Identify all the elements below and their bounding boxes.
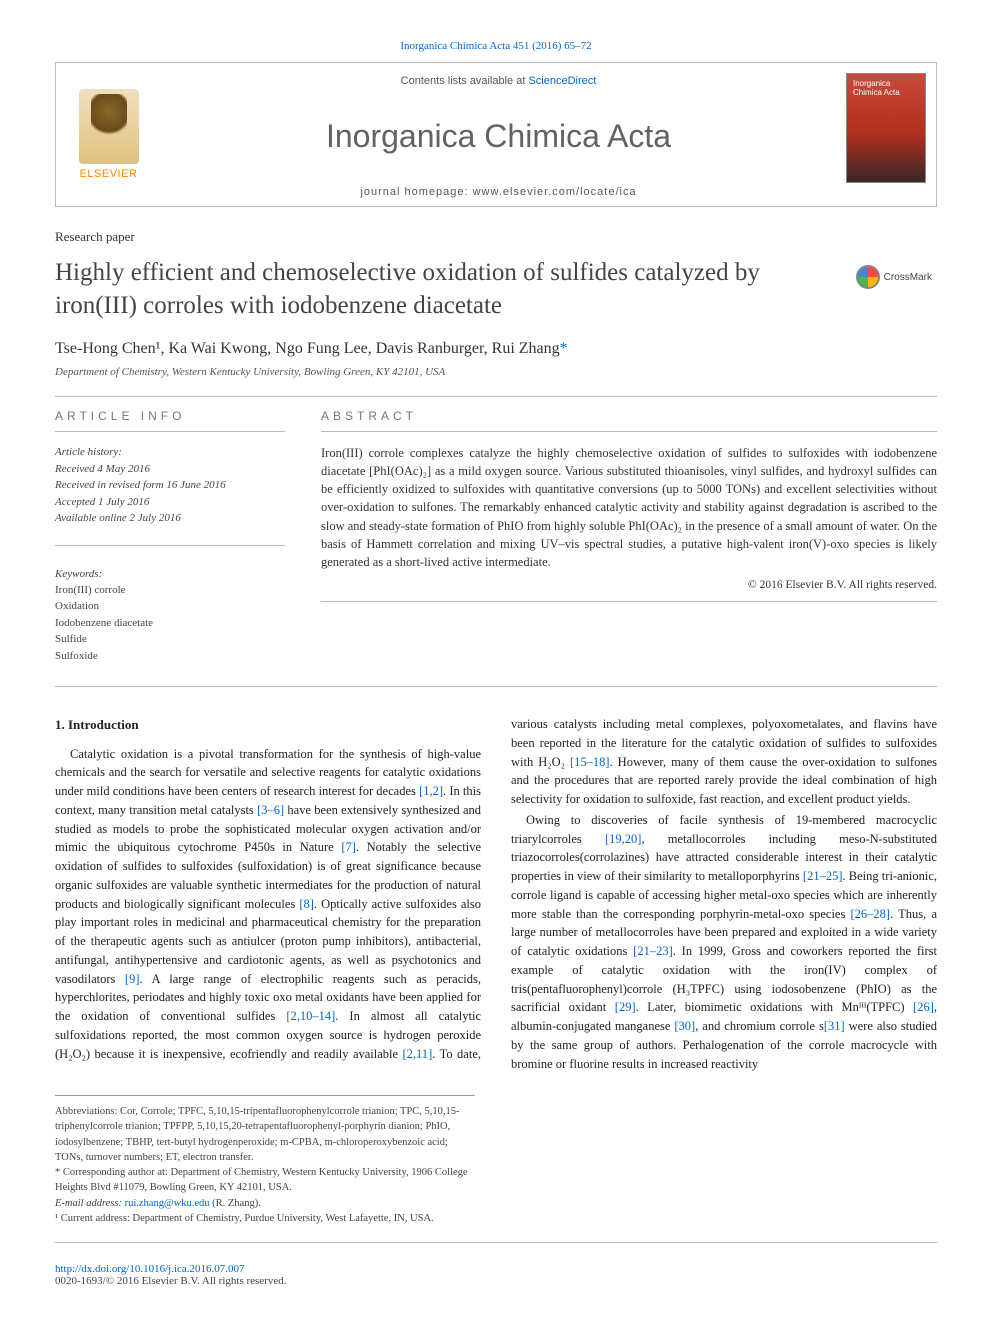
- keyword: Sulfide: [55, 631, 285, 648]
- accepted-date: Accepted 1 July 2016: [55, 494, 285, 511]
- abbreviations-note: Abbreviations: Cor, Corrole; TPFC, 5,10,…: [55, 1104, 475, 1165]
- issn-copyright: 0020-1693/© 2016 Elsevier B.V. All right…: [55, 1275, 287, 1287]
- citation-link[interactable]: [1,2]: [419, 784, 443, 798]
- citation-link[interactable]: [2,10–14]: [286, 1009, 335, 1023]
- citation-link[interactable]: [2,11]: [403, 1047, 433, 1061]
- journal-cover: [836, 63, 936, 206]
- keyword: Iodobenzene diacetate: [55, 615, 285, 632]
- divider: [55, 396, 937, 397]
- keyword: Oxidation: [55, 598, 285, 615]
- journal-citation: Inorganica Chimica Acta 451 (2016) 65–72: [55, 40, 937, 52]
- citation-link[interactable]: [8]: [299, 897, 314, 911]
- body-text: 1. Introduction Catalytic oxidation is a…: [55, 715, 937, 1073]
- body-paragraph: Owing to discoveries of facile synthesis…: [511, 811, 937, 1074]
- citation-link[interactable]: [26–28]: [851, 907, 891, 921]
- citation-link[interactable]: [30]: [674, 1019, 695, 1033]
- page-bottom: http://dx.doi.org/10.1016/j.ica.2016.07.…: [55, 1257, 937, 1287]
- crossmark-icon: [856, 265, 880, 289]
- keyword: Iron(III) corrole: [55, 582, 285, 599]
- corresponding-mark: *: [560, 340, 568, 357]
- online-date: Available online 2 July 2016: [55, 510, 285, 527]
- doi-link[interactable]: http://dx.doi.org/10.1016/j.ica.2016.07.…: [55, 1263, 245, 1275]
- abstract-column: ABSTRACT Iron(III) corrole complexes cat…: [321, 409, 937, 664]
- citation-link[interactable]: [29]: [615, 1000, 636, 1014]
- section-heading: 1. Introduction: [55, 715, 481, 735]
- affiliation: Department of Chemistry, Western Kentuck…: [55, 366, 937, 378]
- divider: [321, 431, 937, 432]
- elsevier-tree-icon: [79, 89, 139, 164]
- divider: [55, 545, 285, 546]
- revised-date: Received in revised form 16 June 2016: [55, 477, 285, 494]
- author-note-1: ¹ Current address: Department of Chemist…: [55, 1211, 475, 1226]
- contents-line: Contents lists available at ScienceDirec…: [171, 75, 826, 87]
- citation-link[interactable]: [26]: [913, 1000, 934, 1014]
- email-link[interactable]: rui.zhang@wku.edu: [125, 1198, 210, 1209]
- abstract-heading: ABSTRACT: [321, 409, 937, 423]
- article-info-column: ARTICLE INFO Article history: Received 4…: [55, 409, 285, 664]
- publisher-label: ELSEVIER: [79, 168, 139, 180]
- citation-link[interactable]: [21–23]: [633, 944, 673, 958]
- citation-link[interactable]: [7]: [341, 840, 356, 854]
- received-date: Received 4 May 2016: [55, 461, 285, 478]
- cover-thumbnail: [846, 73, 926, 183]
- article-info-heading: ARTICLE INFO: [55, 409, 285, 423]
- crossmark-label: CrossMark: [884, 272, 932, 283]
- citation-link[interactable]: [19,20]: [605, 832, 641, 846]
- sciencedirect-link[interactable]: ScienceDirect: [528, 75, 596, 87]
- history-label: Article history:: [55, 444, 285, 461]
- paper-type: Research paper: [55, 229, 937, 245]
- citation-link[interactable]: [3–6]: [257, 803, 284, 817]
- abstract-text: Iron(III) corrole complexes catalyze the…: [321, 444, 937, 571]
- divider: [55, 686, 937, 687]
- authors-line: Tse-Hong Chen¹, Ka Wai Kwong, Ngo Fung L…: [55, 340, 937, 358]
- divider: [55, 1242, 937, 1243]
- crossmark-badge[interactable]: CrossMark: [856, 265, 932, 289]
- authors-text: Tse-Hong Chen¹, Ka Wai Kwong, Ngo Fung L…: [55, 340, 560, 357]
- divider: [321, 601, 937, 602]
- abstract-copyright: © 2016 Elsevier B.V. All rights reserved…: [321, 579, 937, 591]
- keyword: Sulfoxide: [55, 648, 285, 665]
- divider: [55, 431, 285, 432]
- contents-prefix: Contents lists available at: [401, 75, 529, 87]
- publisher-logo: ELSEVIER: [56, 63, 161, 206]
- corresponding-note: * Corresponding author at: Department of…: [55, 1165, 475, 1195]
- citation-link[interactable]: [31]: [824, 1019, 845, 1033]
- email-line: E-mail address: rui.zhang@wku.edu (R. Zh…: [55, 1196, 475, 1211]
- journal-header: ELSEVIER Contents lists available at Sci…: [55, 62, 937, 207]
- citation-link[interactable]: [15–18]: [570, 755, 610, 769]
- footnotes: Abbreviations: Cor, Corrole; TPFC, 5,10,…: [55, 1095, 475, 1226]
- journal-name: Inorganica Chimica Acta: [171, 118, 826, 155]
- article-title: Highly efficient and chemoselective oxid…: [55, 257, 815, 322]
- citation-link[interactable]: [21–25]: [803, 869, 843, 883]
- keywords-label: Keywords:: [55, 568, 285, 580]
- citation-link[interactable]: [9]: [125, 972, 140, 986]
- journal-homepage: journal homepage: www.elsevier.com/locat…: [171, 186, 826, 198]
